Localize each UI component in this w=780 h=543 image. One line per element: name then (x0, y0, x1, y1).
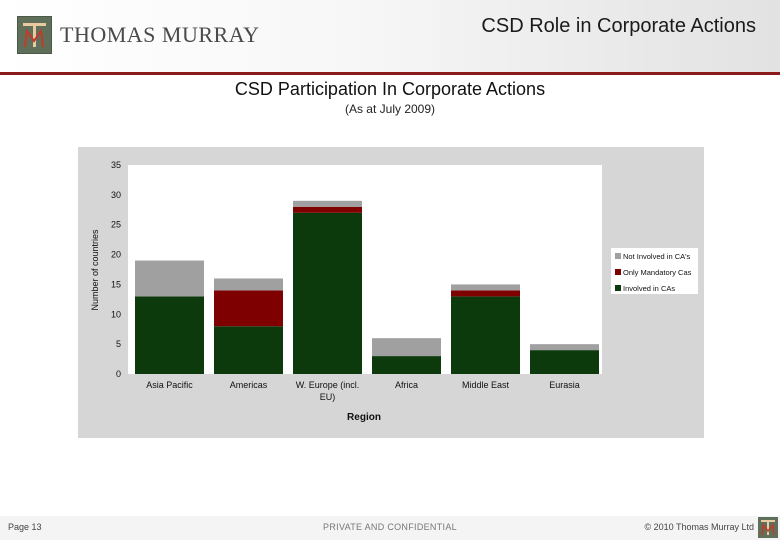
legend: Not Involved in CA's Only Mandatory Cas In… (611, 248, 698, 294)
y-tick-label: 5 (116, 339, 121, 349)
bar-segment (372, 356, 441, 374)
bar-segment (214, 278, 283, 291)
bar-segment (293, 212, 362, 374)
bar-segment (451, 284, 520, 291)
header-divider (0, 72, 780, 75)
x-tick-label: Middle East (462, 380, 510, 390)
legend-label: Only Mandatory Cas (623, 268, 692, 277)
company-logo-mark (17, 16, 52, 54)
chart-title: CSD Participation In Corporate Actions (234, 79, 546, 99)
bar-group (135, 200, 599, 374)
y-tick-label: 0 (116, 369, 121, 379)
bar-segment (214, 326, 283, 374)
stacked-bar-chart: 0 5 10 15 20 25 30 35 Asia Pacific Americas W. Eu… (90, 160, 698, 423)
x-tick-label: EU) (320, 392, 336, 402)
bar-segment (372, 338, 441, 357)
page-number: Page 13 (8, 522, 42, 532)
tm-small-icon (761, 520, 775, 536)
y-tick-label: 30 (111, 190, 121, 200)
legend-swatch (615, 253, 621, 259)
bar-segment (293, 206, 362, 213)
x-tick-label: Americas (230, 380, 268, 390)
company-logo-text: THOMAS MURRAY (60, 22, 260, 47)
y-axis-label: Number of countries (90, 229, 100, 311)
x-tick-label: W. Europe (incl. (296, 380, 360, 390)
bar-segment (135, 296, 204, 374)
bar-segment (293, 200, 362, 207)
chart-subtitle: (As at July 2009) (344, 102, 436, 116)
footer-logo-mark (758, 517, 778, 538)
y-tick-label: 10 (111, 309, 121, 319)
copyright-notice: © 2010 Thomas Murray Ltd (644, 522, 754, 532)
header-band (0, 0, 780, 74)
legend-swatch (615, 285, 621, 291)
bar-segment (451, 296, 520, 374)
x-axis-label: Region (347, 412, 381, 423)
chart-panel: 0 5 10 15 20 25 30 35 Asia Pacific Americas W. Eu… (78, 147, 704, 438)
legend-label: Involved in CAs (623, 284, 675, 293)
bar-segment (135, 260, 204, 297)
bar-segment (530, 350, 599, 374)
bar-segment (451, 290, 520, 297)
bar-segment (530, 344, 599, 351)
y-tick-label: 15 (111, 279, 121, 289)
plot-area (128, 165, 602, 374)
confidentiality-notice: PRIVATE AND CONFIDENTIAL (323, 522, 457, 532)
legend-box (611, 248, 698, 294)
legend-swatch (615, 269, 621, 275)
legend-label: Not Involved in CA's (623, 252, 691, 261)
y-tick-label: 20 (111, 250, 121, 260)
tm-monogram-icon (23, 23, 46, 48)
slide-title: CSD Role in Corporate Actions (481, 15, 756, 37)
x-tick-label: Asia Pacific (146, 380, 193, 390)
y-tick-label: 35 (111, 160, 121, 170)
x-tick-label: Africa (395, 380, 418, 390)
x-tick-label: Eurasia (549, 380, 580, 390)
x-axis: Asia Pacific Americas W. Europe (incl. EU) A… (146, 380, 580, 402)
footer-band (0, 516, 780, 540)
y-axis: 0 5 10 15 20 25 30 35 (111, 160, 121, 379)
y-tick-label: 25 (111, 220, 121, 230)
bar-segment (214, 290, 283, 327)
